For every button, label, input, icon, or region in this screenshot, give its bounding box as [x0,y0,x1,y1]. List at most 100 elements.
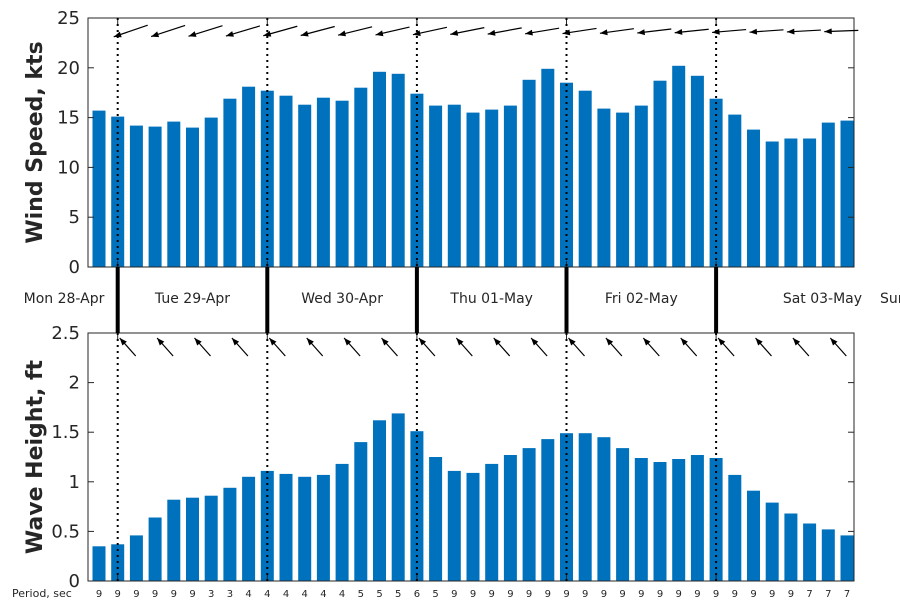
wind-bar [466,112,480,267]
wind-direction-arrow-head [786,28,795,35]
wind-bar [167,121,181,267]
wave-bar [690,455,704,581]
wave-bar [578,433,592,581]
wave-direction-arrow-head [718,338,726,346]
period-value: 4 [283,589,289,600]
period-value: 3 [208,589,214,600]
wind-bar [541,68,555,267]
period-label: Period, sec [12,587,72,600]
period-value: 3 [227,589,233,600]
wave-bar [728,474,742,581]
wave-bar [634,458,648,581]
period-value: 9 [152,589,158,600]
wave-bar [616,448,630,581]
wind-direction-arrow-head [338,30,346,37]
wind-direction-arrow-head [412,30,421,36]
wave-bar [803,523,817,581]
wave-bar [279,473,293,581]
wave-bar [522,448,536,581]
period-value: 9 [638,589,644,600]
wind-bar [597,108,611,267]
wind-direction-arrow-head [824,28,832,35]
wave-bar [204,495,218,581]
period-value: 4 [302,589,308,600]
wind-ytick-label: 15 [57,108,80,129]
wind-bar [298,104,312,267]
wind-bar [616,112,630,267]
wave-direction-arrow-head [605,338,614,346]
day-label: Wed 30-Apr [301,291,383,307]
wave-ytick-label: 1 [69,472,80,493]
period-value: 9 [507,589,513,600]
period-value: 9 [489,589,495,600]
wave-direction-arrow-head [643,338,651,346]
wave-direction-arrow-head [493,338,501,346]
wave-direction-arrow-head [568,338,576,346]
wave-ytick-label: 0.5 [51,521,80,542]
wave-bar [429,457,443,581]
wave-direction-arrow-head [119,338,127,346]
wave-bar [784,513,798,581]
period-value: 6 [414,589,420,600]
wave-bar [447,470,461,581]
wind-bar [578,90,592,267]
wind-direction-arrow-head [450,30,459,36]
wave-bar [129,535,143,581]
wind-bar [485,109,499,267]
wind-bar [373,71,386,267]
wave-direction-arrow-head [755,338,763,346]
period-value: 9 [451,589,457,600]
wave-direction-arrow-head [306,338,314,346]
wind-bar [747,129,760,267]
wind-bar [728,114,742,267]
wave-bar [92,546,106,581]
wave-bar [242,476,256,581]
wave-direction-arrow-head [456,338,464,346]
period-value: 4 [264,589,270,600]
day-label: Fri 02-May [605,291,678,307]
wave-bar [167,499,181,581]
wave-bar [410,431,424,581]
wind-bar [279,95,293,267]
period-value: 9 [657,589,663,600]
period-value: 9 [713,589,719,600]
wave-ytick-label: 2.5 [51,323,80,344]
period-value: 4 [339,589,345,600]
wind-bar [765,141,779,267]
wind-bar [129,125,143,267]
wind-bar [223,98,237,267]
period-value: 9 [171,589,177,600]
wind-ytick-label: 20 [57,58,80,79]
wind-ytick-label: 5 [69,207,80,228]
period-value: 7 [806,589,812,600]
period-value: 7 [844,589,850,600]
wave-bar [335,463,349,581]
period-value: 5 [395,589,401,600]
wave-bar [485,463,499,581]
wind-direction-arrow-head [225,31,234,37]
wind-bar [447,104,461,267]
wave-direction-arrow-head [381,338,389,346]
wave-bar [186,497,199,581]
wave-bar [821,529,835,581]
wave-direction-arrow-head [680,338,688,346]
period-value: 9 [676,589,682,600]
wind-bar [653,80,667,267]
period-value: 7 [825,589,831,600]
wave-bar [597,437,611,581]
wave-direction-arrow-head [231,338,240,346]
period-value: 9 [619,589,625,600]
wind-direction-arrow-head [749,28,758,35]
wave-direction-arrow-head [418,338,427,346]
wind-direction-arrow-head [562,29,571,36]
wind-bar [148,126,162,267]
wave-direction-arrow-head [157,338,165,346]
period-value: 9 [694,589,700,600]
day-label: Sun [880,291,900,307]
wave-axes-frame [87,332,855,582]
wave-bar [541,439,555,581]
wind-direction-arrow-head [188,31,197,37]
wind-ytick-label: 10 [57,157,80,178]
wave-bar [373,420,386,581]
wind-bar [634,105,648,267]
